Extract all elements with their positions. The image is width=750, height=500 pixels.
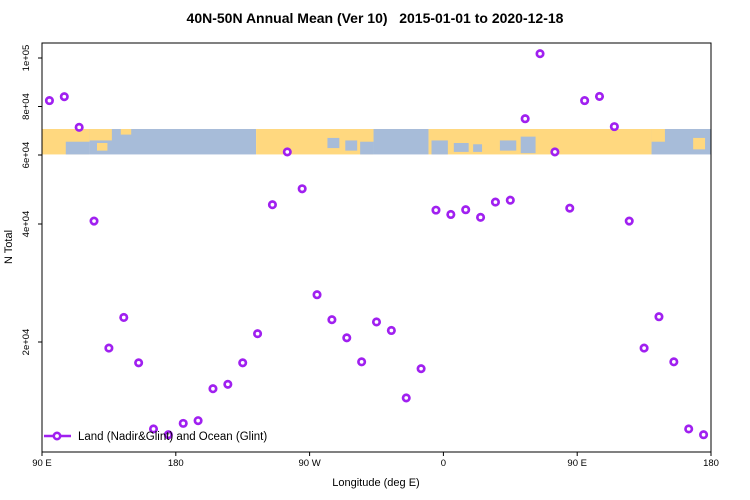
data-point (327, 315, 337, 325)
map-band-patch-land (693, 137, 706, 150)
data-points (44, 49, 709, 440)
data-point (267, 200, 277, 210)
y-tick-label: 1e+05 (21, 45, 32, 72)
map-band-patch-land (97, 142, 108, 151)
map-band-patch-land (89, 129, 112, 141)
data-point (148, 424, 159, 434)
map-band-patch-ocean (360, 141, 374, 155)
map-band-segment-ocean (373, 129, 429, 155)
legend: Land (Nadir&Glint) and Ocean (Glint) (44, 431, 267, 443)
data-point (401, 393, 411, 403)
data-point (253, 329, 263, 339)
data-point (44, 96, 54, 106)
map-band-patch-ocean (345, 140, 358, 151)
data-point (416, 364, 426, 374)
map-band-patch-ocean (520, 136, 536, 154)
data-point (193, 416, 203, 426)
data-point (238, 358, 248, 368)
data-point (163, 430, 173, 440)
data-point (669, 357, 679, 367)
y-tick-label: 2e+04 (21, 329, 32, 356)
data-point (699, 430, 709, 440)
data-point (624, 216, 634, 226)
legend-label: Land (Nadir&Glint) and Ocean (Glint) (78, 431, 267, 443)
data-point (446, 209, 456, 220)
x-axis-title: Longitude (deg E) (332, 477, 419, 489)
data-point (476, 212, 486, 222)
data-point (104, 343, 114, 353)
data-point (342, 333, 352, 343)
data-point (654, 312, 664, 322)
axes: 90 E 180 90 W 0 90 E 180 1e+05 8e+04 6e+04 4e+04 2… (21, 45, 719, 469)
data-point (431, 205, 441, 215)
data-point (609, 122, 619, 132)
x-tick-label: 90 E (567, 458, 587, 469)
data-point (580, 96, 590, 106)
data-point (208, 384, 218, 394)
y-tick-label: 8e+04 (21, 93, 32, 120)
map-band-patch-ocean (473, 144, 483, 152)
y-tick-label: 6e+04 (21, 142, 32, 169)
data-point (357, 357, 367, 367)
x-tick-label: 0 (441, 458, 446, 469)
x-tick-label: 180 (168, 458, 184, 469)
y-tick-label: 4e+04 (21, 211, 32, 238)
data-point (520, 114, 530, 124)
data-point (535, 49, 545, 59)
data-point (312, 290, 322, 300)
data-point (461, 205, 471, 215)
x-tick-label: 90 E (32, 458, 52, 469)
data-point (565, 203, 575, 213)
map-band-patch-ocean (327, 137, 340, 149)
data-point (297, 184, 307, 194)
map-band-patch-ocean (499, 140, 517, 151)
legend-marker-icon (52, 431, 62, 441)
data-point (89, 216, 99, 226)
chart-title: 40N-50N Annual Mean (Ver 10) 2015-01-01 … (186, 10, 564, 26)
data-point (119, 312, 129, 323)
plot-border (41, 42, 712, 453)
data-point (490, 197, 500, 207)
map-band-patch-land (651, 129, 665, 142)
data-point (134, 358, 144, 368)
data-point (550, 147, 560, 157)
data-point (178, 418, 188, 428)
y-axis-title: N Total (3, 230, 15, 264)
data-point (505, 195, 515, 205)
map-band-patch-ocean (453, 142, 469, 152)
data-point (371, 317, 382, 327)
data-point (639, 343, 649, 353)
land-ocean-band (42, 129, 711, 155)
data-point (684, 424, 694, 434)
data-point (386, 325, 396, 336)
map-band-patch-ocean (65, 141, 90, 155)
x-tick-label: 90 W (299, 458, 321, 469)
data-point (223, 379, 233, 389)
data-point (59, 92, 69, 102)
map-band-segment-ocean (89, 129, 257, 155)
x-tick-label: 180 (703, 458, 719, 469)
data-point (74, 122, 84, 132)
map-band-patch-ocean (431, 140, 448, 155)
map-band-patch-land (120, 129, 132, 135)
data-point (282, 147, 292, 157)
data-point (594, 91, 605, 101)
